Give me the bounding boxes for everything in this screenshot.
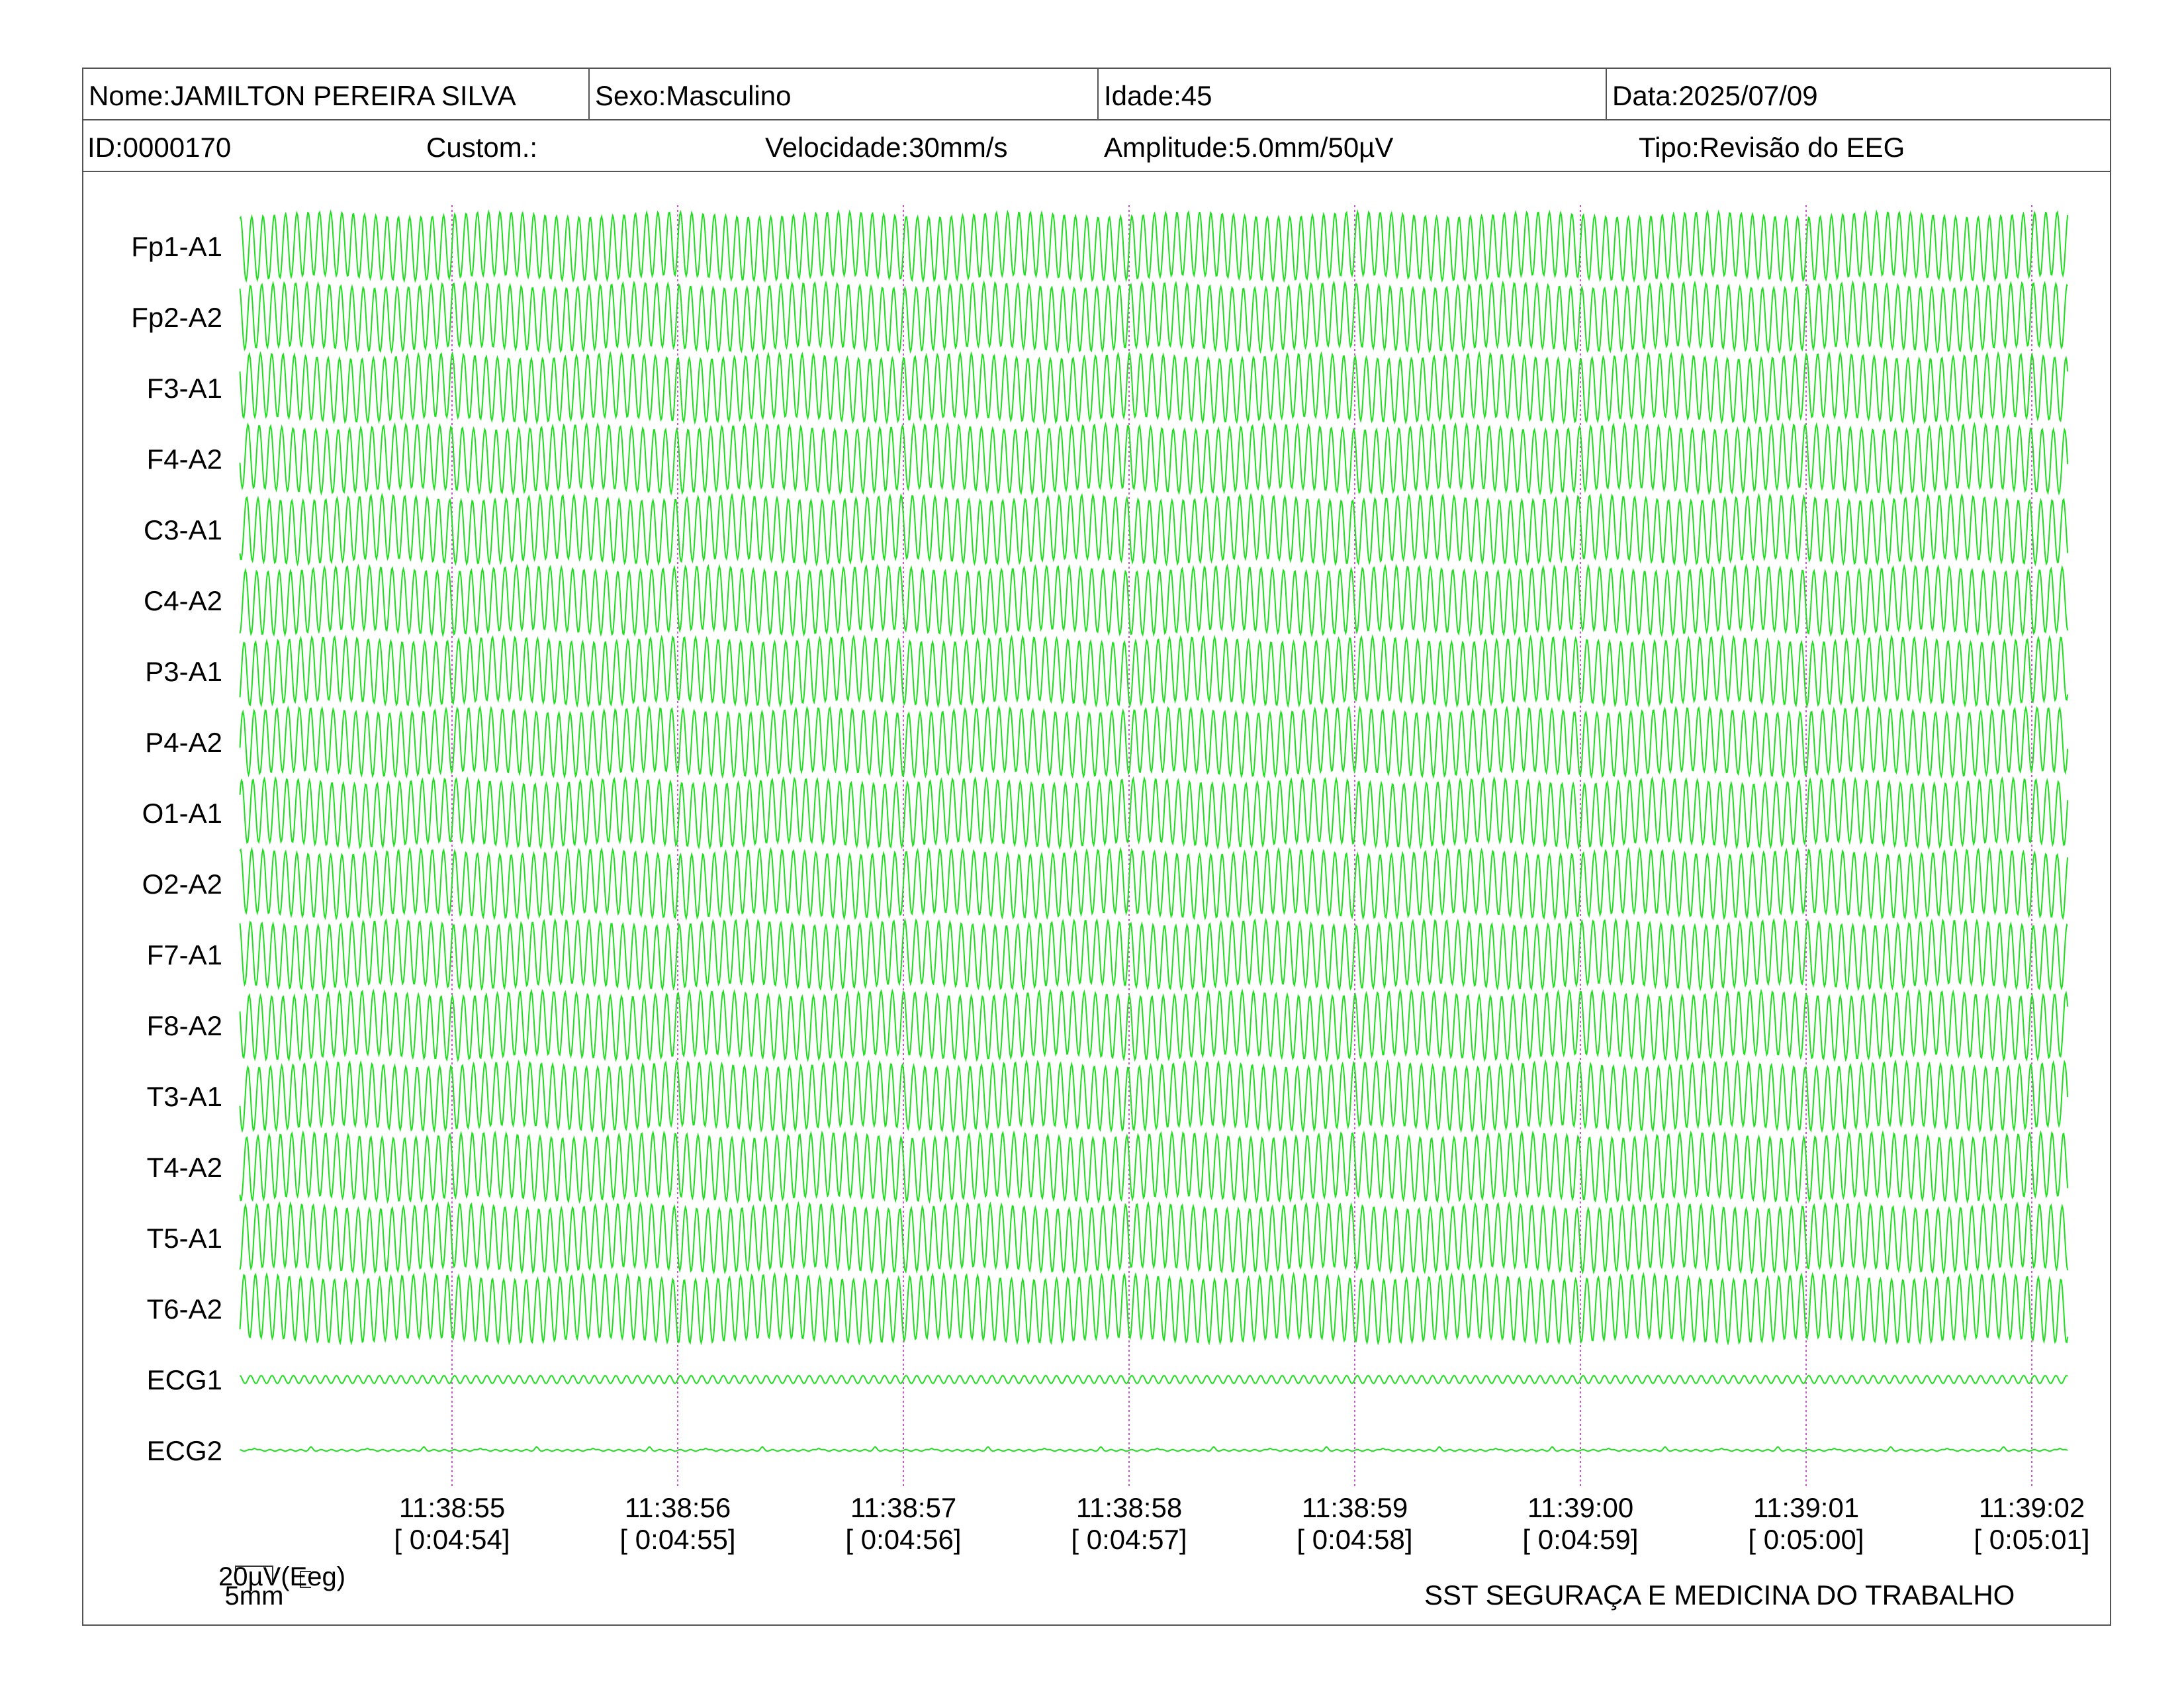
channel-label: C4-A2 [144, 585, 222, 616]
trace-ecg1 [239, 1374, 2068, 1385]
trace-f3-a1 [239, 351, 2069, 425]
patient-age: Idade:45 [1104, 80, 1212, 111]
channel-label: ECG1 [147, 1364, 222, 1395]
exam-date: Data:2025/07/09 [1612, 80, 1818, 111]
trace-t4-a2 [239, 1130, 2069, 1204]
time-marker-elapsed: [ 0:05:00] [1748, 1524, 1864, 1555]
channel-label: T5-A1 [147, 1223, 222, 1254]
time-scale-bracket [235, 1566, 273, 1582]
channel-label: F7-A1 [147, 939, 222, 970]
patient-id: ID:0000170 [87, 132, 232, 163]
time-scale-label: 5mm [225, 1581, 284, 1611]
trace-ecg2 [240, 1446, 2068, 1452]
time-marker-clock: 11:38:59 [1302, 1492, 1408, 1523]
time-marker-clock: 11:39:00 [1527, 1492, 1633, 1523]
trace-o2-a2 [239, 847, 2069, 921]
channel-label: Fp1-A1 [131, 231, 222, 262]
trace-fp1-a1 [239, 209, 2069, 283]
channel-label: F4-A2 [147, 444, 222, 475]
channel-label: T4-A2 [147, 1152, 222, 1183]
time-marker-elapsed: [ 0:04:55] [619, 1524, 735, 1555]
channel-label: Fp2-A2 [131, 302, 222, 333]
time-marker-elapsed: [ 0:04:54] [394, 1524, 510, 1555]
divider [1097, 69, 1099, 119]
channel-label: O1-A1 [142, 798, 222, 829]
channel-label: ECG2 [147, 1435, 222, 1466]
trace-t6-a2 [239, 1272, 2069, 1346]
patient-sex: Sexo:Masculino [595, 80, 792, 111]
channel-label: F8-A2 [147, 1010, 222, 1041]
trace-c3-a1 [239, 492, 2069, 567]
custom-field: Custom.: [426, 132, 538, 163]
company-name: SST SEGURAÇA E MEDICINA DO TRABALHO [1424, 1579, 2015, 1611]
time-marker-elapsed: [ 0:04:58] [1297, 1524, 1412, 1555]
channel-label: P4-A2 [145, 727, 222, 758]
amplitude-setting: Amplitude:5.0mm/50µV [1104, 132, 1394, 163]
trace-f8-a2 [239, 988, 2069, 1062]
report-sheet: Nome:JAMILTON PEREIRA SILVA Sexo:Masculi… [82, 68, 2111, 1626]
channel-label: F3-A1 [147, 373, 222, 404]
amplitude-scale-label: 20µV(Eeg) [218, 1562, 346, 1591]
time-marker-clock: 11:39:01 [1753, 1492, 1859, 1523]
time-marker-clock: 11:38:58 [1076, 1492, 1182, 1523]
channel-label: C3-A1 [144, 514, 222, 545]
time-marker-clock: 11:38:57 [850, 1492, 956, 1523]
trace-t3-a1 [239, 1059, 2069, 1133]
trace-f4-a2 [239, 422, 2069, 496]
trace-fp2-a2 [239, 280, 2068, 354]
trace-f7-a1 [239, 917, 2068, 992]
trace-c4-a2 [239, 563, 2069, 637]
divider [1606, 69, 1607, 119]
trace-p4-a2 [239, 705, 2069, 779]
time-marker-elapsed: [ 0:04:59] [1522, 1524, 1638, 1555]
time-marker-clock: 11:38:56 [625, 1492, 731, 1523]
channel-label: T6-A2 [147, 1293, 222, 1325]
channel-label: P3-A1 [145, 656, 222, 687]
time-marker-elapsed: [ 0:05:01] [1974, 1524, 2089, 1555]
patient-name: Nome:JAMILTON PEREIRA SILVA [89, 80, 516, 111]
amplitude-scale-bracket [300, 1571, 311, 1588]
time-marker-clock: 11:39:02 [1979, 1492, 2085, 1523]
header-row-patient: Nome:JAMILTON PEREIRA SILVA Sexo:Masculi… [83, 69, 2110, 120]
time-marker-clock: 11:38:55 [399, 1492, 505, 1523]
channel-label: T3-A1 [147, 1081, 222, 1112]
trace-o1-a1 [239, 776, 2069, 850]
exam-type: Tipo:Revisão do EEG [1639, 132, 1905, 163]
time-marker-elapsed: [ 0:04:57] [1071, 1524, 1187, 1555]
paper-speed: Velocidade:30mm/s [765, 132, 1008, 163]
channel-label: O2-A2 [142, 868, 222, 900]
time-marker-elapsed: [ 0:04:56] [845, 1524, 961, 1555]
trace-t5-a1 [239, 1201, 2069, 1275]
divider [588, 69, 590, 119]
trace-p3-a1 [239, 634, 2069, 708]
header-row-exam: ID:0000170 Custom.: Velocidade:30mm/s Am… [83, 120, 2110, 172]
